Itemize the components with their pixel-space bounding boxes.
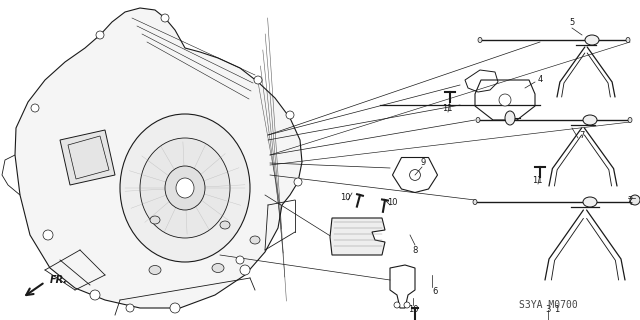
Text: 4: 4: [538, 75, 543, 84]
Text: 11: 11: [442, 103, 452, 113]
Circle shape: [236, 256, 244, 264]
Ellipse shape: [212, 263, 224, 273]
Text: 5: 5: [570, 18, 575, 27]
Circle shape: [410, 170, 420, 180]
Circle shape: [240, 265, 250, 275]
Text: 10: 10: [387, 197, 397, 206]
Polygon shape: [15, 8, 302, 308]
Ellipse shape: [120, 114, 250, 262]
Circle shape: [404, 302, 410, 308]
Circle shape: [394, 302, 400, 308]
Circle shape: [96, 31, 104, 39]
Text: S3YA M0700: S3YA M0700: [518, 300, 577, 310]
Ellipse shape: [583, 197, 597, 207]
Ellipse shape: [473, 199, 477, 204]
Text: 7: 7: [579, 131, 585, 140]
Text: 6: 6: [432, 287, 438, 297]
Circle shape: [630, 195, 640, 205]
Ellipse shape: [476, 117, 480, 123]
Ellipse shape: [165, 166, 205, 210]
Ellipse shape: [505, 111, 515, 125]
Circle shape: [499, 94, 511, 106]
Text: 3: 3: [545, 306, 550, 315]
Text: 1: 1: [554, 306, 559, 315]
Polygon shape: [330, 218, 385, 255]
Ellipse shape: [626, 37, 630, 43]
Ellipse shape: [150, 216, 160, 224]
Circle shape: [90, 290, 100, 300]
Text: 8: 8: [412, 245, 418, 254]
Circle shape: [294, 178, 302, 186]
Circle shape: [170, 303, 180, 313]
Circle shape: [43, 230, 53, 240]
Ellipse shape: [250, 236, 260, 244]
Ellipse shape: [628, 117, 632, 123]
Ellipse shape: [630, 199, 634, 204]
Text: 11: 11: [532, 175, 542, 185]
Text: 10: 10: [408, 305, 419, 314]
Ellipse shape: [220, 221, 230, 229]
Circle shape: [161, 14, 169, 22]
Ellipse shape: [478, 37, 482, 43]
Ellipse shape: [149, 266, 161, 275]
Circle shape: [286, 111, 294, 119]
Text: 9: 9: [420, 157, 426, 166]
Circle shape: [126, 304, 134, 312]
Ellipse shape: [583, 115, 597, 125]
Ellipse shape: [585, 35, 599, 45]
Text: 10: 10: [340, 193, 350, 202]
Circle shape: [254, 76, 262, 84]
Polygon shape: [60, 130, 115, 185]
Ellipse shape: [140, 138, 230, 238]
Ellipse shape: [176, 178, 194, 198]
Text: 2: 2: [627, 196, 632, 204]
Circle shape: [31, 104, 39, 112]
Text: FR.: FR.: [50, 275, 68, 285]
